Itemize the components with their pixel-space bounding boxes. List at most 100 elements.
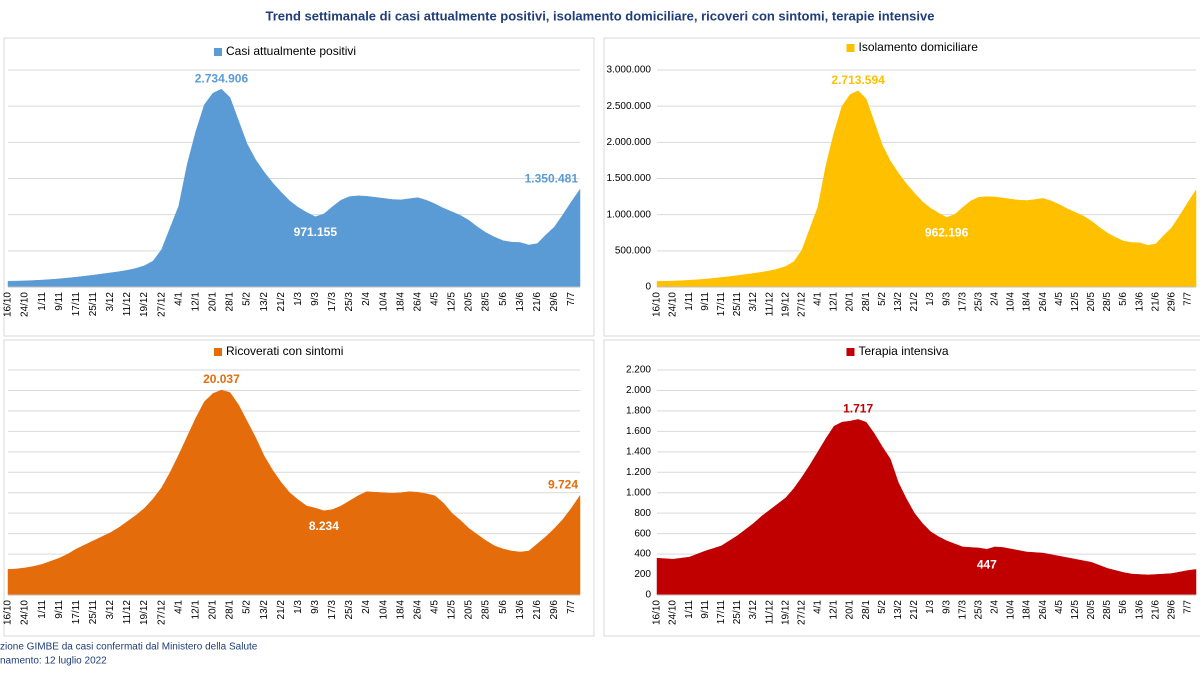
x-tick-label: 7/7 (1183, 600, 1194, 614)
x-tick-label: 25/3 (973, 600, 984, 620)
x-tick-label: 12/5 (447, 600, 458, 620)
x-tick-label: 27/12 (796, 600, 807, 625)
x-tick-label: 24/10 (20, 292, 31, 317)
data-label: 447 (977, 557, 997, 571)
x-tick-label: 27/12 (796, 292, 807, 317)
x-tick-label: 9/11 (700, 600, 711, 619)
x-tick-label: 25/11 (88, 292, 99, 317)
x-tick-label: 9/11 (700, 292, 711, 311)
y-tick-label: 800 (634, 508, 651, 519)
x-tick-label: 1/11 (37, 292, 48, 311)
legend-label: Ricoverati con sintomi (226, 344, 343, 358)
x-tick-label: 12/1 (190, 600, 201, 620)
x-tick-label: 12/5 (447, 292, 458, 312)
x-tick-label: 21/6 (532, 292, 543, 312)
y-tick-label: 2.200 (626, 365, 651, 376)
y-tick-label: 500.000 (615, 245, 652, 256)
x-tick-label: 1/3 (925, 600, 936, 614)
x-tick-label: 26/4 (412, 600, 423, 620)
x-tick-label: 28/5 (481, 600, 492, 620)
y-tick-label: 1.000 (626, 487, 651, 498)
legend-label: Casi attualmente positivi (226, 44, 356, 58)
footer-source: zione GIMBE da casi confermati dal Minis… (0, 642, 258, 653)
x-tick-label: 9/3 (941, 600, 952, 614)
x-tick-label: 5/2 (242, 600, 253, 614)
chart-frame (3, 37, 595, 337)
x-tick-label: 28/5 (1102, 600, 1113, 620)
data-label: 1.350.481 (525, 171, 579, 185)
x-tick-label: 21/2 (909, 292, 920, 312)
y-tick-label: 1.200 (626, 467, 651, 478)
x-tick-label: 13/2 (893, 600, 904, 620)
legend-swatch (214, 48, 222, 56)
x-tick-label: 18/4 (395, 292, 406, 312)
x-tick-label: 9/11 (54, 292, 65, 311)
x-tick-label: 13/6 (1134, 600, 1145, 620)
data-label: 971.155 (294, 225, 338, 239)
x-tick-label: 17/3 (957, 600, 968, 620)
y-tick-label: 1.600 (626, 426, 651, 437)
x-tick-label: 13/2 (259, 292, 270, 312)
x-tick-label: 29/6 (1167, 292, 1178, 312)
x-tick-label: 16/10 (3, 292, 14, 317)
area (656, 90, 1197, 288)
x-tick-label: 3/12 (748, 292, 759, 312)
x-tick-label: 9/3 (310, 600, 321, 614)
y-tick-label: 0 (645, 282, 651, 293)
x-tick-label: 29/6 (549, 292, 560, 312)
x-tick-label: 20/1 (208, 292, 219, 312)
y-tick-label: 1.400 (626, 446, 651, 457)
x-tick-label: 4/5 (1054, 600, 1065, 614)
legend-swatch (214, 348, 222, 356)
chart-frame (603, 37, 1200, 337)
x-tick-label: 17/3 (327, 600, 338, 620)
y-tick-label: 2.500.000 (607, 101, 652, 112)
x-tick-label: 4/1 (813, 292, 824, 306)
footer-updated: namento: 12 luglio 2022 (0, 656, 107, 667)
y-tick-label: 200 (634, 569, 651, 580)
y-tick-label: 1.500.000 (607, 173, 652, 184)
data-label: 20.037 (203, 372, 240, 386)
x-tick-label: 24/10 (668, 600, 679, 625)
x-tick-label: 25/11 (732, 600, 743, 625)
x-tick-label: 10/4 (378, 600, 389, 620)
x-tick-label: 21/2 (909, 600, 920, 620)
x-tick-label: 25/11 (88, 600, 99, 625)
x-tick-label: 4/5 (430, 600, 441, 614)
x-tick-label: 18/4 (395, 600, 406, 620)
legend-swatch (846, 348, 855, 356)
x-tick-label: 19/12 (780, 600, 791, 625)
x-tick-label: 18/4 (1022, 600, 1033, 620)
x-tick-label: 27/12 (156, 292, 167, 317)
x-tick-label: 25/11 (732, 292, 743, 317)
data-label: 2.713.594 (831, 73, 885, 87)
x-tick-label: 28/1 (861, 292, 872, 312)
x-tick-label: 12/5 (1070, 600, 1081, 620)
x-tick-label: 1/11 (684, 600, 695, 619)
x-tick-label: 28/1 (225, 600, 236, 620)
x-tick-label: 24/10 (668, 292, 679, 317)
x-tick-label: 17/3 (957, 292, 968, 312)
x-tick-label: 2/4 (990, 292, 1001, 306)
x-tick-label: 26/4 (1038, 292, 1049, 312)
data-label: 9.724 (548, 478, 578, 492)
page-title: Trend settimanale di casi attualmente po… (266, 8, 935, 23)
x-tick-label: 11/12 (122, 600, 133, 625)
x-tick-label: 5/2 (877, 600, 888, 614)
x-tick-label: 10/4 (1006, 292, 1017, 312)
x-tick-label: 9/3 (941, 292, 952, 306)
x-tick-label: 3/12 (748, 600, 759, 620)
x-tick-label: 3/12 (105, 600, 116, 620)
area (656, 419, 1197, 596)
x-tick-label: 17/3 (327, 292, 338, 312)
x-tick-label: 10/4 (378, 292, 389, 312)
x-tick-label: 21/6 (1150, 600, 1161, 620)
y-tick-label: 600 (634, 528, 651, 539)
x-tick-label: 20/5 (464, 292, 475, 312)
x-tick-label: 29/6 (549, 600, 560, 620)
x-tick-label: 24/10 (20, 600, 31, 625)
x-tick-label: 5/2 (877, 292, 888, 306)
x-tick-label: 7/7 (1183, 292, 1194, 306)
x-tick-label: 26/4 (412, 292, 423, 312)
x-tick-label: 13/6 (515, 600, 526, 620)
